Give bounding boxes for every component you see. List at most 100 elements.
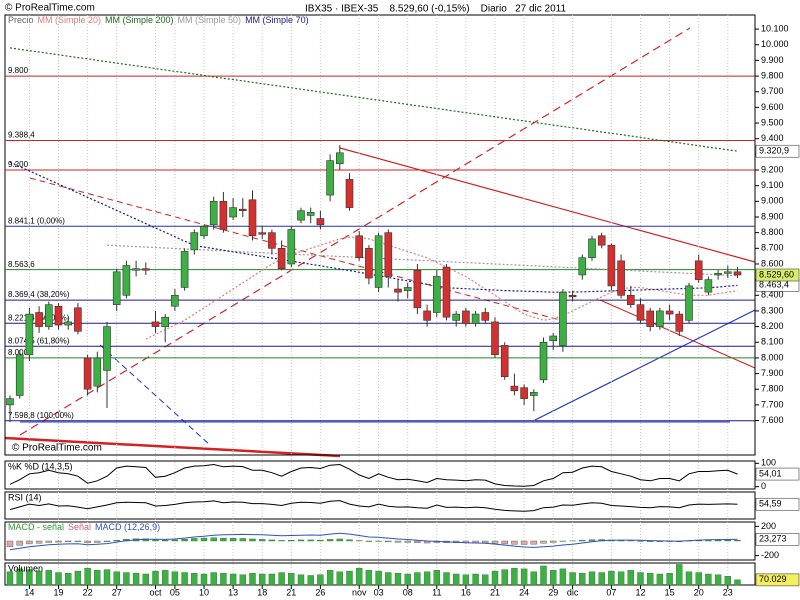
bar xyxy=(336,538,343,542)
bar xyxy=(220,537,227,542)
candle-body xyxy=(64,321,72,326)
bar xyxy=(511,567,518,586)
y-tick-label: 100 xyxy=(761,458,776,468)
x-tick-label: 13 xyxy=(228,587,238,597)
bar xyxy=(724,539,731,542)
candle-body xyxy=(200,226,208,237)
bar xyxy=(45,540,52,543)
candle-body xyxy=(442,266,451,318)
bar xyxy=(278,572,285,586)
level-label: 9.200 xyxy=(8,160,29,169)
candle-body xyxy=(365,248,373,279)
candle-body xyxy=(559,291,567,346)
bar xyxy=(152,570,159,586)
bar xyxy=(55,540,62,543)
candle-body xyxy=(268,232,276,249)
legend-entry: MM (Simple 50) xyxy=(178,15,242,25)
legend-entry: MM (Simple 200) xyxy=(105,15,174,25)
legend-entry: MM (Simple 20) xyxy=(38,15,102,25)
x-tick-label: 10 xyxy=(199,587,209,597)
value-box-label: 9.320,9 xyxy=(759,146,789,156)
bar xyxy=(501,569,508,586)
y-tick-label: 7.600 xyxy=(761,415,784,425)
bar xyxy=(579,573,586,586)
y-tick-label: 8.800 xyxy=(761,227,784,237)
bar xyxy=(161,570,169,586)
level-label: 9.388,4 xyxy=(8,131,35,140)
bar xyxy=(724,576,731,586)
value-box xyxy=(755,532,800,546)
value-box-label: 8.529,60 xyxy=(759,269,794,279)
y-tick-label: 9.100 xyxy=(761,180,784,190)
value-box xyxy=(755,467,800,481)
bar xyxy=(414,572,421,586)
bar xyxy=(161,540,169,542)
watermark: © ProRealTime.com xyxy=(12,443,102,454)
candle-body xyxy=(248,199,257,237)
x-tick-label: 12 xyxy=(635,587,645,597)
bar xyxy=(714,540,722,542)
x-tick-label: 26 xyxy=(315,587,325,597)
candle-body xyxy=(326,160,334,196)
value-box xyxy=(755,497,800,511)
candle-body xyxy=(15,354,24,396)
candle-body xyxy=(636,304,645,321)
candle-body xyxy=(432,276,441,313)
value-box-label: 54,01 xyxy=(759,468,782,478)
bar xyxy=(229,538,237,542)
bar xyxy=(123,572,130,586)
bar xyxy=(365,540,373,542)
bar xyxy=(191,538,198,542)
legend-entry: Señal xyxy=(68,522,91,532)
panel-frame xyxy=(4,14,756,456)
candle-body xyxy=(733,271,742,276)
candle-body xyxy=(35,312,43,327)
bar xyxy=(297,574,305,586)
bar xyxy=(394,573,402,586)
x-tick-label: 22 xyxy=(83,587,93,597)
bar xyxy=(385,572,392,586)
bar xyxy=(579,539,586,542)
bar xyxy=(404,573,411,586)
value-box xyxy=(755,144,800,158)
candle-body xyxy=(481,312,490,321)
chart-title: IBX35 · IBEX-35 8.529,60 (-0,15%) Diario… xyxy=(305,4,567,15)
bar xyxy=(598,572,605,586)
bar xyxy=(200,573,208,586)
x-tick-label: 16 xyxy=(461,587,471,597)
candle-body xyxy=(646,310,655,327)
candle-body xyxy=(6,398,14,406)
bar xyxy=(685,571,693,586)
moving-average xyxy=(9,47,738,152)
bar xyxy=(734,540,741,542)
bar xyxy=(482,540,489,544)
candle-body xyxy=(685,285,693,321)
candle-body xyxy=(151,321,160,327)
bar xyxy=(356,567,363,586)
candle-body xyxy=(597,235,606,246)
candle-body xyxy=(665,310,674,315)
bar xyxy=(462,574,470,586)
bar xyxy=(84,567,91,586)
bar xyxy=(656,573,664,586)
x-tick-label: 18 xyxy=(257,587,267,597)
bar xyxy=(666,573,673,586)
moving-average xyxy=(106,244,738,277)
bar xyxy=(608,570,615,586)
bar xyxy=(181,572,188,586)
candle-body xyxy=(529,392,538,396)
bar xyxy=(45,570,52,586)
bar xyxy=(540,540,547,544)
trendline xyxy=(19,27,691,436)
panel-frame xyxy=(4,491,756,520)
bar xyxy=(229,573,237,586)
panel-title: Volumen xyxy=(8,563,43,573)
bar xyxy=(540,565,547,586)
y-tick-label: 8.700 xyxy=(761,243,784,253)
bar xyxy=(588,571,596,586)
bar xyxy=(695,572,702,586)
bar xyxy=(268,573,276,586)
candle-body xyxy=(54,305,63,326)
bar xyxy=(210,572,217,586)
bar xyxy=(103,540,111,542)
